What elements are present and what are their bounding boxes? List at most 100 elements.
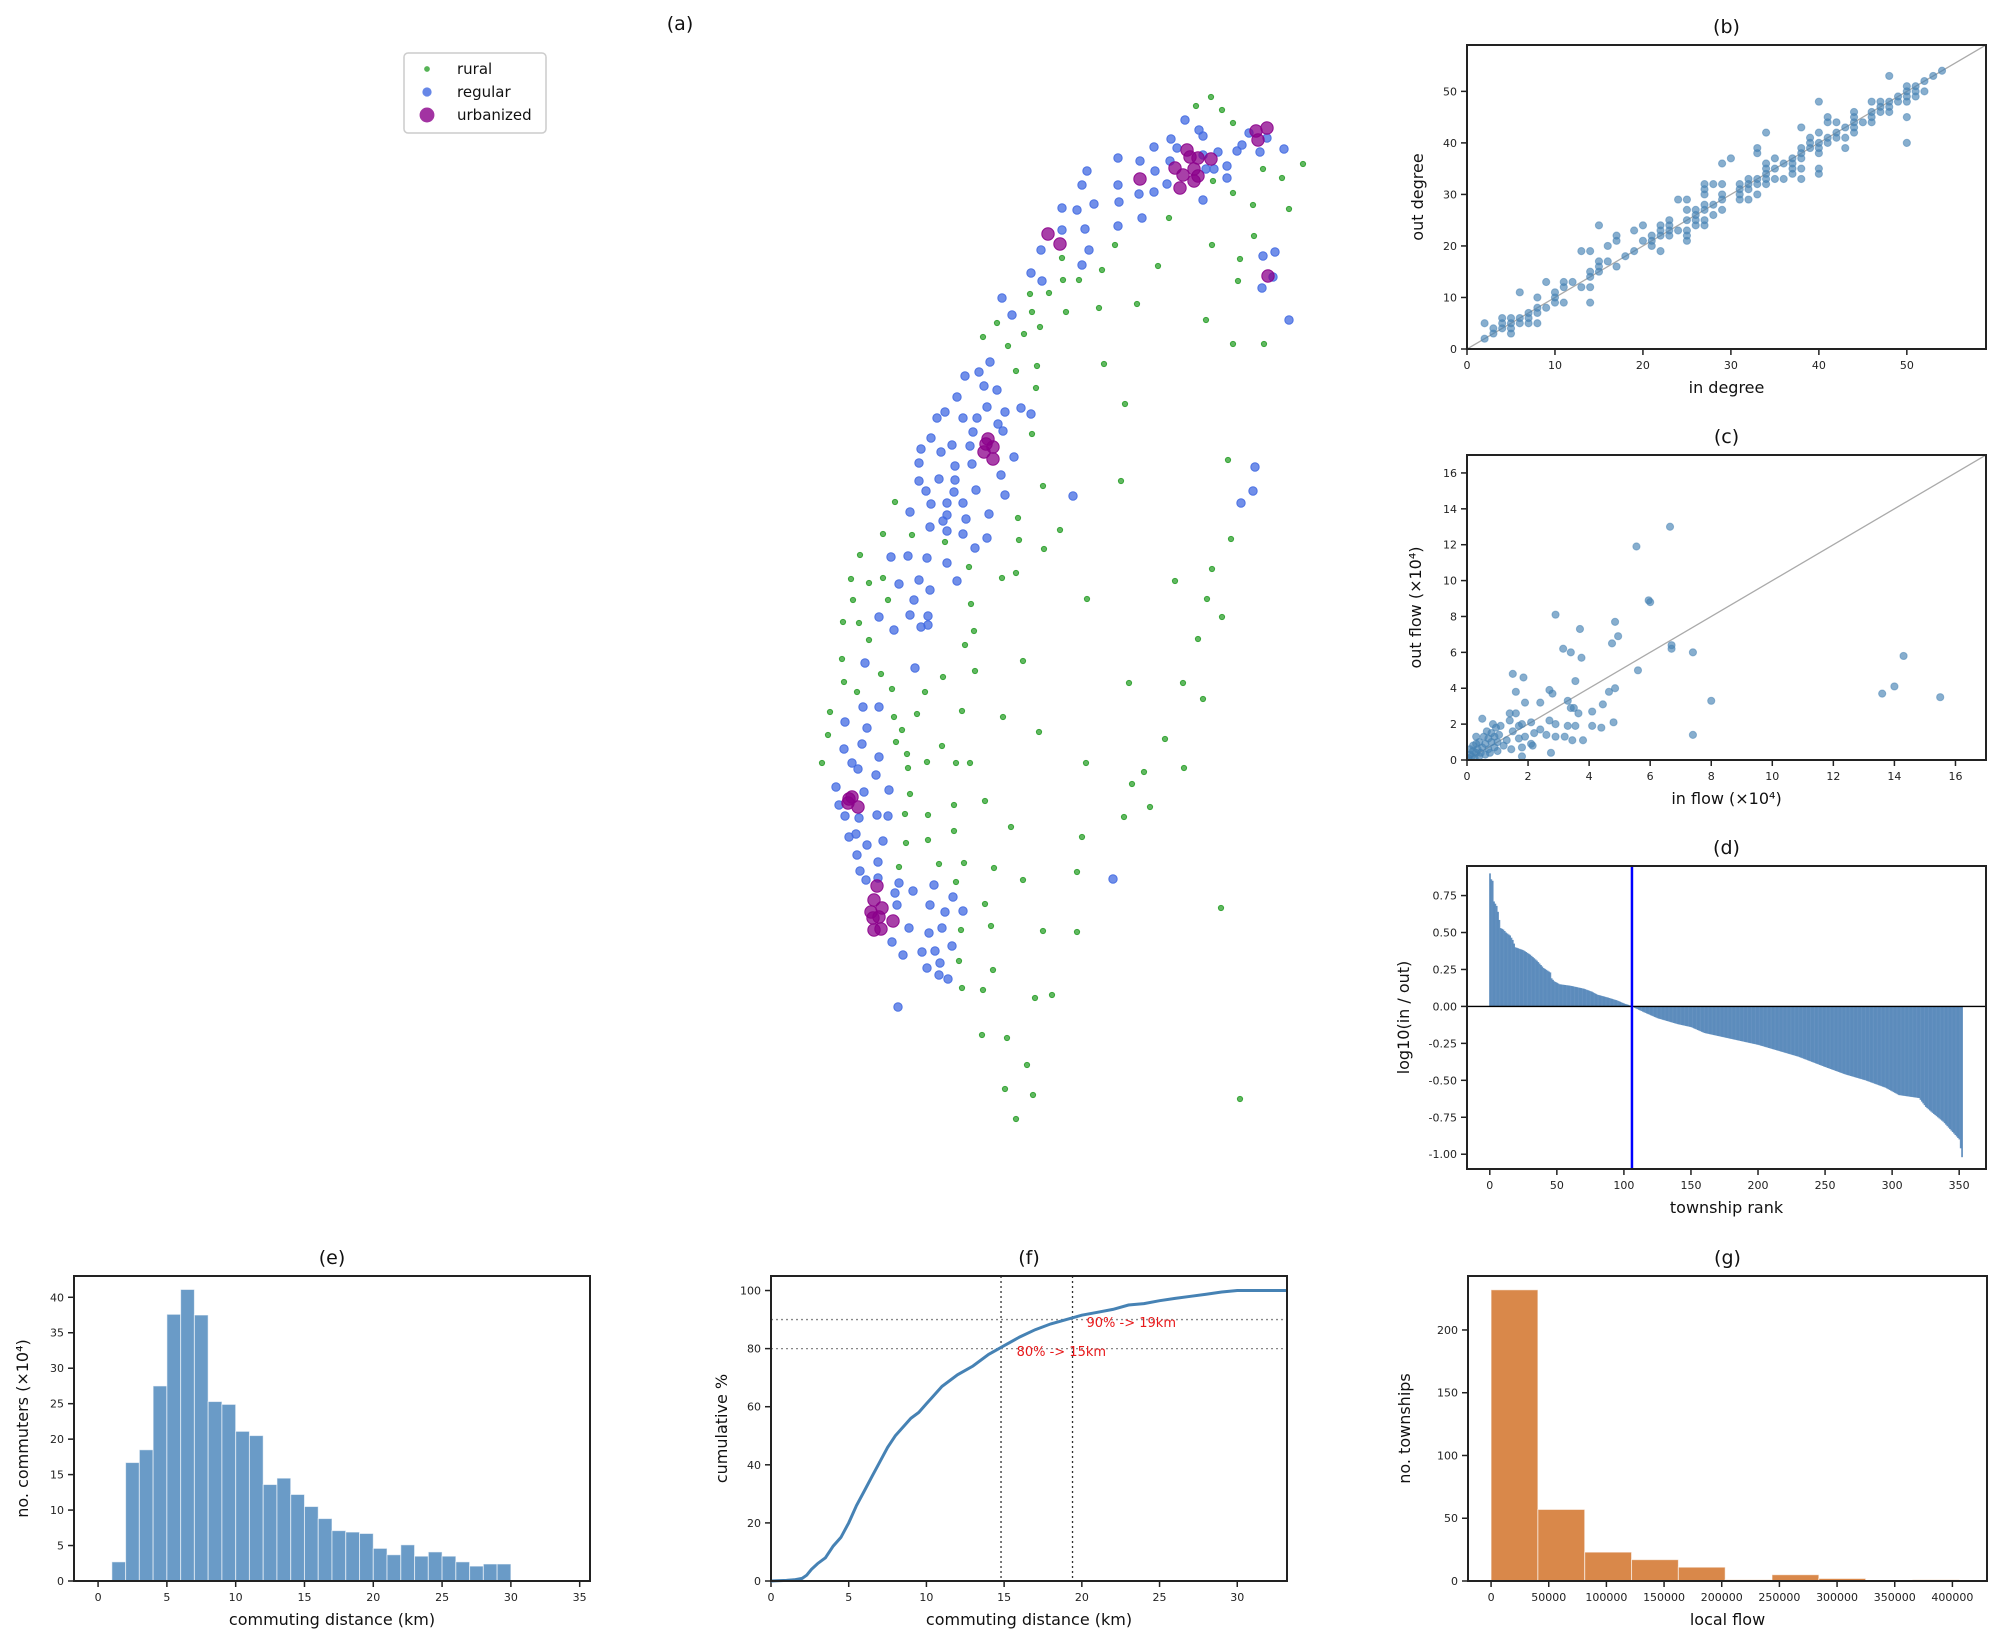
data-point bbox=[1718, 190, 1727, 199]
bar bbox=[1867, 1006, 1870, 1082]
rural-point bbox=[955, 957, 963, 965]
bar bbox=[1558, 984, 1561, 1007]
y-tick-label: 10 bbox=[50, 1504, 64, 1517]
bar bbox=[1840, 1006, 1843, 1073]
urbanized-point bbox=[1251, 133, 1265, 147]
rural-point bbox=[999, 713, 1007, 721]
bar bbox=[1887, 1006, 1890, 1090]
rural-point bbox=[1100, 360, 1108, 368]
bar bbox=[1682, 1006, 1684, 1026]
data-point bbox=[1814, 97, 1823, 106]
bar bbox=[1931, 1006, 1934, 1113]
data-point bbox=[1814, 138, 1823, 147]
rural-point bbox=[1227, 535, 1235, 543]
bar bbox=[1903, 1006, 1906, 1096]
urbanized-point bbox=[1041, 227, 1055, 241]
rural-point bbox=[865, 579, 873, 587]
bar bbox=[1738, 1006, 1741, 1041]
bar bbox=[1491, 880, 1494, 1007]
bar bbox=[1930, 1006, 1933, 1112]
regular-point bbox=[1007, 310, 1017, 320]
y-tick-label: 2 bbox=[1450, 718, 1457, 731]
x-tick-label: 300000 bbox=[1816, 1591, 1858, 1604]
bar bbox=[1650, 1006, 1652, 1016]
data-point bbox=[1560, 732, 1569, 741]
rural-point bbox=[1020, 330, 1028, 338]
panel-c: (c) 0 2 4 6 8 10 12 14 16 0 2 4 6 8 10 12 14 16 in flow (×1… bbox=[1406, 426, 1987, 808]
bar bbox=[1760, 1006, 1762, 1046]
data-point bbox=[1527, 718, 1536, 727]
y-tick-label: 50 bbox=[1443, 85, 1457, 98]
regular-point bbox=[985, 357, 995, 367]
y-tick-label: 8 bbox=[1450, 610, 1457, 623]
rural-point bbox=[1062, 308, 1070, 316]
bar bbox=[1572, 986, 1575, 1007]
rural-point bbox=[1128, 780, 1136, 788]
rural-point bbox=[952, 759, 960, 767]
histogram-bar bbox=[180, 1288, 195, 1582]
x-tick-label: 30 bbox=[1724, 359, 1738, 372]
axes-frame bbox=[73, 1275, 591, 1582]
bar bbox=[1583, 988, 1585, 1007]
series-regular bbox=[831, 115, 1294, 1012]
bar bbox=[1829, 1006, 1832, 1069]
data-point bbox=[1709, 180, 1718, 189]
urbanized-point bbox=[1260, 121, 1274, 135]
bar bbox=[1562, 984, 1565, 1007]
rural-point bbox=[1019, 657, 1027, 665]
bar bbox=[1510, 937, 1513, 1007]
bar bbox=[1518, 948, 1521, 1007]
x-tick-label: 20 bbox=[1075, 1591, 1089, 1604]
rural-point bbox=[1146, 803, 1154, 811]
bar bbox=[1550, 978, 1553, 1007]
bar bbox=[1663, 1006, 1666, 1021]
regular-point bbox=[892, 900, 902, 910]
histogram-bar bbox=[262, 1484, 278, 1582]
histogram-bar bbox=[1631, 1559, 1679, 1582]
regular-point bbox=[1080, 224, 1090, 234]
data-point bbox=[1607, 639, 1617, 648]
regular-point bbox=[1114, 197, 1124, 207]
bar bbox=[1620, 1002, 1623, 1007]
bar bbox=[1910, 1006, 1912, 1097]
y-axis-label: no. commuters (×10⁴) bbox=[13, 1339, 32, 1518]
data-point bbox=[1770, 154, 1779, 163]
data-point bbox=[1528, 741, 1537, 750]
x-tick-label: 35 bbox=[573, 1591, 587, 1604]
regular-point bbox=[898, 950, 908, 960]
data-point bbox=[1550, 288, 1560, 297]
bar bbox=[1692, 1006, 1695, 1029]
y-tick-label: 30 bbox=[50, 1362, 64, 1375]
bar bbox=[1749, 1006, 1752, 1044]
bar bbox=[1686, 1006, 1689, 1027]
data-point bbox=[1753, 190, 1762, 199]
bar bbox=[1529, 954, 1532, 1007]
bar bbox=[1750, 1006, 1753, 1044]
data-point bbox=[1797, 143, 1806, 153]
rural-point bbox=[840, 678, 848, 686]
bar bbox=[1688, 1006, 1691, 1027]
bar bbox=[1713, 1006, 1715, 1036]
data-point bbox=[1507, 745, 1516, 754]
data-point bbox=[1536, 725, 1545, 734]
regular-point bbox=[1236, 498, 1246, 508]
data-point bbox=[1511, 709, 1520, 718]
regular-point bbox=[965, 441, 975, 451]
bar bbox=[1849, 1006, 1852, 1076]
regular-point bbox=[942, 526, 952, 536]
bar bbox=[1637, 1006, 1640, 1010]
regular-point bbox=[1113, 221, 1123, 231]
bar bbox=[1495, 905, 1498, 1007]
data-point bbox=[1536, 698, 1545, 707]
bar bbox=[1805, 1006, 1808, 1060]
bar bbox=[1924, 1006, 1927, 1107]
bar bbox=[1812, 1006, 1815, 1063]
rural-point bbox=[1045, 289, 1053, 297]
bar bbox=[1781, 1006, 1784, 1052]
bar bbox=[1878, 1006, 1880, 1086]
x-tick-label: 400000 bbox=[1931, 1591, 1973, 1604]
regular-point bbox=[950, 461, 960, 471]
bar bbox=[1505, 932, 1507, 1007]
bar bbox=[1642, 1006, 1644, 1012]
panel-a: (a) rural regular urbanized bbox=[403, 13, 1307, 1123]
